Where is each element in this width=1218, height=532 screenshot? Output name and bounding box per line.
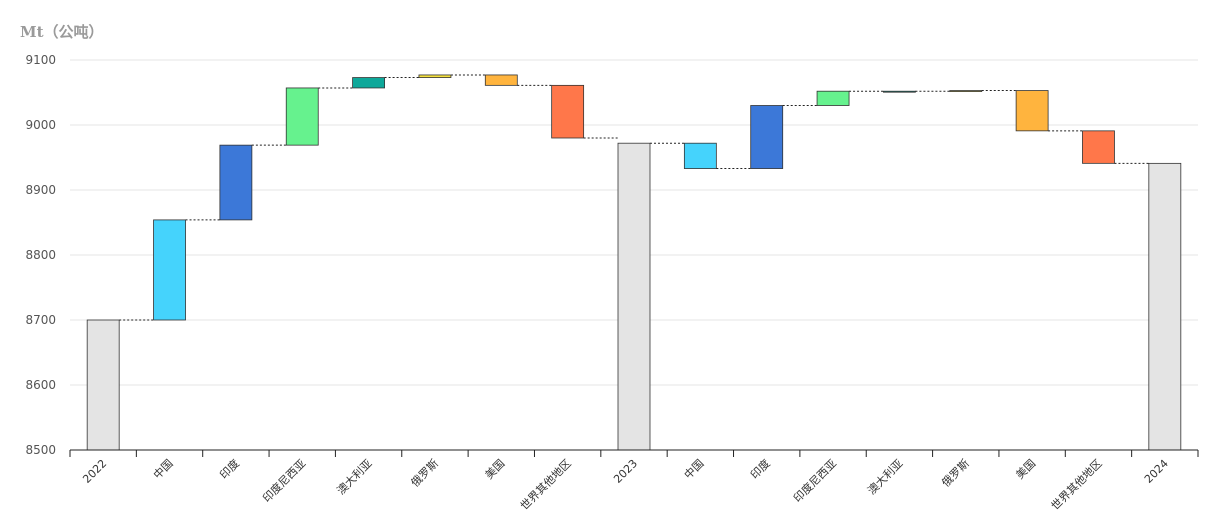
bar-total <box>86 319 120 451</box>
x-tick-label: 美国 <box>483 457 508 482</box>
bar-delta <box>883 90 916 93</box>
y-axis-ticks: 8500 8600 8700 8800 8900 9000 9100 <box>25 53 56 457</box>
x-axis <box>69 449 1199 457</box>
x-tick-label: 印度 <box>747 456 772 481</box>
x-tick-label: 印度 <box>217 456 242 481</box>
x-tick-label: 2024 <box>1142 457 1171 486</box>
x-tick-label: 2022 <box>80 457 109 486</box>
x-tick-label: 俄罗斯 <box>939 457 972 490</box>
x-tick-label: 2023 <box>611 457 640 486</box>
x-axis-tick-labels: 2022 中国 印度 印度尼西亚 澳大利亚 俄罗斯 美国 世界其他地区 2023 中国 印度 印度尼西… <box>80 456 1171 513</box>
bar-delta <box>750 105 784 169</box>
y-tick-label: 9000 <box>25 118 56 132</box>
connectors <box>119 74 1149 321</box>
bar-delta <box>219 144 253 221</box>
y-tick-label: 9100 <box>25 53 56 67</box>
bar-delta <box>816 90 850 106</box>
y-tick-label: 8900 <box>25 183 56 197</box>
y-tick-label: 8500 <box>25 443 56 457</box>
bar-delta <box>484 74 518 86</box>
bar-total <box>617 142 651 451</box>
x-tick-label: 澳大利亚 <box>865 456 906 497</box>
x-tick-label: 印度尼西亚 <box>260 456 309 505</box>
bar-delta <box>285 87 319 146</box>
x-tick-label: 澳大利亚 <box>334 456 375 497</box>
x-tick-label: 世界其他地区 <box>1049 457 1105 513</box>
bar-total <box>1148 162 1182 451</box>
x-tick-label: 印度尼西亚 <box>790 456 839 505</box>
y-tick-label: 8700 <box>25 313 56 327</box>
bar-delta <box>949 90 983 92</box>
bar-delta <box>418 74 452 78</box>
bar-delta <box>683 142 717 169</box>
bar-delta <box>1015 90 1049 132</box>
y-tick-label: 8600 <box>25 378 56 392</box>
x-tick-label: 中国 <box>682 457 707 482</box>
y-tick-label: 8800 <box>25 248 56 262</box>
bar-delta <box>1082 130 1115 164</box>
x-tick-label: 俄罗斯 <box>409 457 442 490</box>
bar-delta <box>551 84 585 139</box>
bar-delta <box>352 77 385 89</box>
x-tick-label: 美国 <box>1013 457 1038 482</box>
x-tick-label: 世界其他地区 <box>518 457 574 513</box>
x-tick-label: 中国 <box>151 457 176 482</box>
bars <box>86 74 1182 451</box>
bar-delta <box>153 219 186 321</box>
y-axis-unit-label: Mt（公吨） <box>20 23 104 41</box>
